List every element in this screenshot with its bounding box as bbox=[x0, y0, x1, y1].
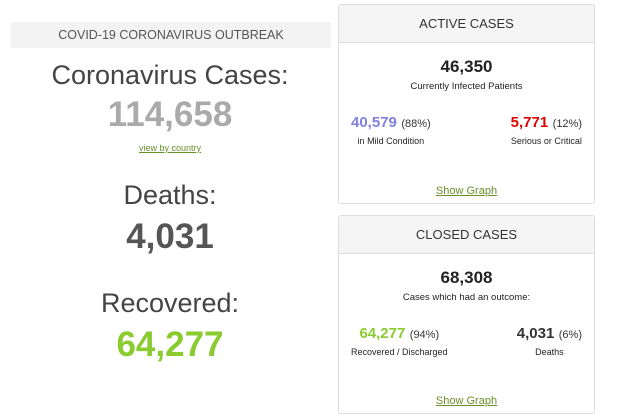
serious-value: 5,771 bbox=[510, 114, 549, 131]
serious-pct: (12%) bbox=[552, 118, 582, 130]
active-cases-card: ACTIVE CASES 46,350 Currently Infected P… bbox=[338, 4, 595, 204]
closed-show-graph-link[interactable]: Show Graph bbox=[435, 395, 498, 407]
outbreak-banner: COVID-19 CORONAVIRUS OUTBREAK bbox=[11, 22, 331, 48]
closed-recovered-pct: (94%) bbox=[409, 329, 440, 341]
closed-deaths-stat: 4,031 (6%) Deaths bbox=[517, 325, 582, 357]
view-by-country-link[interactable]: view by country bbox=[138, 143, 202, 153]
closed-cases-title: CLOSED CASES bbox=[339, 216, 594, 254]
closed-deaths-pct: (6%) bbox=[558, 329, 582, 341]
closed-recovered-label: Recovered / Discharged bbox=[351, 347, 448, 357]
closed-deaths-value: 4,031 bbox=[516, 325, 555, 342]
mild-label: in Mild Condition bbox=[357, 136, 425, 146]
closed-recovered-stat: 64,277 (94%) Recovered / Discharged bbox=[351, 325, 448, 357]
mild-value: 40,579 bbox=[351, 114, 397, 131]
active-show-graph-link[interactable]: Show Graph bbox=[435, 185, 498, 197]
mild-pct: (88%) bbox=[401, 118, 431, 130]
recovered-count: 64,277 bbox=[116, 325, 224, 364]
cases-label: Coronavirus Cases: bbox=[51, 60, 289, 90]
cases-count: 114,658 bbox=[107, 95, 233, 134]
closed-subtitle: Cases which had an outcome: bbox=[402, 292, 531, 303]
closed-cases-card: CLOSED CASES 68,308 Cases which had an o… bbox=[338, 215, 595, 414]
deaths-count: 4,031 bbox=[126, 217, 214, 256]
view-by-country-container: view by country bbox=[0, 143, 340, 153]
closed-total: 68,308 bbox=[440, 268, 493, 287]
closed-recovered-value: 64,277 bbox=[359, 325, 406, 342]
active-cases-title: ACTIVE CASES bbox=[339, 5, 594, 43]
active-subtitle: Currently Infected Patients bbox=[410, 81, 523, 92]
serious-stat: 5,771 (12%) Serious or Critical bbox=[511, 114, 582, 146]
serious-label: Serious or Critical bbox=[510, 136, 582, 146]
deaths-label: Deaths: bbox=[123, 180, 217, 210]
closed-deaths-label: Deaths bbox=[535, 347, 564, 357]
active-total: 46,350 bbox=[440, 57, 493, 76]
recovered-label: Recovered: bbox=[100, 288, 240, 318]
mild-stat: 40,579 (88%) in Mild Condition bbox=[351, 114, 431, 146]
